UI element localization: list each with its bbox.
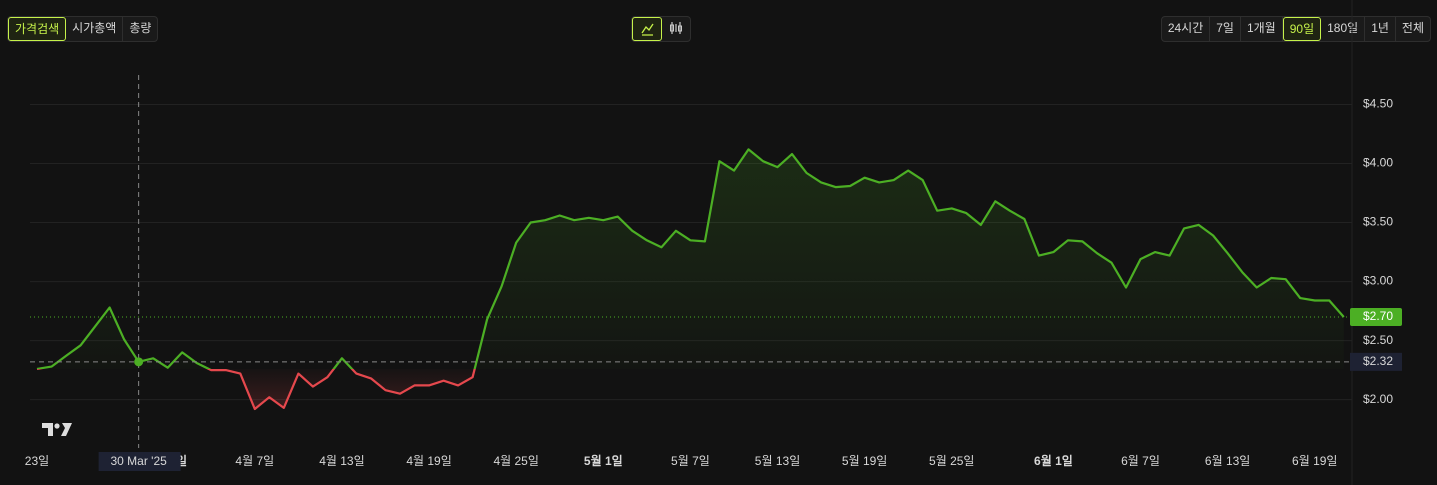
y-tick-label: $2.00	[1363, 392, 1393, 406]
range-button[interactable]: 24시간	[1162, 17, 1211, 41]
tab-button[interactable]: 시가총액	[66, 17, 124, 41]
range-button[interactable]: 1개월	[1241, 17, 1283, 41]
crosshair-date-box	[98, 452, 181, 471]
x-tick-label: 5월 1일	[584, 453, 623, 468]
x-tick-label: 23일	[25, 454, 49, 468]
y-tick-label: $3.00	[1363, 274, 1393, 288]
crosshair-date-label: 30 Mar '25	[110, 454, 167, 468]
x-tick-label: 4월 25일	[493, 454, 538, 468]
price-line	[36, 148, 1345, 411]
x-tick-label: 6월 19일	[1292, 454, 1337, 468]
current-price-box	[1350, 307, 1402, 326]
range-button[interactable]: 전체	[1401, 21, 1424, 35]
x-tick-label: 5월 25일	[929, 454, 974, 468]
x-tick-label: 6월 1일	[1034, 453, 1073, 468]
crosshair-dot	[134, 357, 144, 367]
tab-group: 가격검색 시가총액 총량	[7, 16, 159, 42]
range-button[interactable]: 7일	[1210, 17, 1241, 41]
crosshair-price-label: $2.32	[1363, 354, 1393, 368]
x-tick-label: 6월 13일	[1205, 454, 1250, 468]
x-tick-label: 5월 13일	[755, 454, 800, 468]
x-tick-label: 4월 19일	[406, 454, 451, 468]
y-tick-label: $3.50	[1363, 215, 1393, 229]
current-price-label: $2.70	[1363, 309, 1393, 323]
tv-logo	[42, 423, 72, 436]
x-tick-label: 5월 7일	[671, 454, 710, 468]
range-button[interactable]: 1년	[1365, 17, 1396, 41]
y-tick-label: $2.50	[1363, 333, 1393, 347]
tab-button[interactable]: 총량	[129, 21, 152, 35]
crosshair-price-box	[1350, 352, 1402, 371]
area	[37, 149, 1344, 409]
range-button[interactable]: 90일	[1282, 17, 1322, 41]
range-button[interactable]: 180일	[1321, 17, 1366, 41]
x-tick-label: 6월 7일	[1121, 454, 1160, 468]
range-group: 24시간 7일 1개월 90일 180일 1년 전체	[1160, 16, 1431, 42]
x-tick-label: 4월 1일	[148, 453, 187, 468]
candle-style-button[interactable]	[662, 17, 690, 41]
tab-button[interactable]: 가격검색	[8, 17, 67, 41]
y-tick-label: $4.50	[1363, 97, 1393, 111]
line-style-button[interactable]	[632, 17, 662, 41]
x-tick-label: 4월 7일	[235, 454, 274, 468]
chart-style-group	[631, 16, 691, 42]
x-tick-label: 4월 13일	[319, 454, 364, 468]
x-tick-label: 5월 19일	[842, 454, 887, 468]
y-tick-label: $4.00	[1363, 156, 1393, 170]
